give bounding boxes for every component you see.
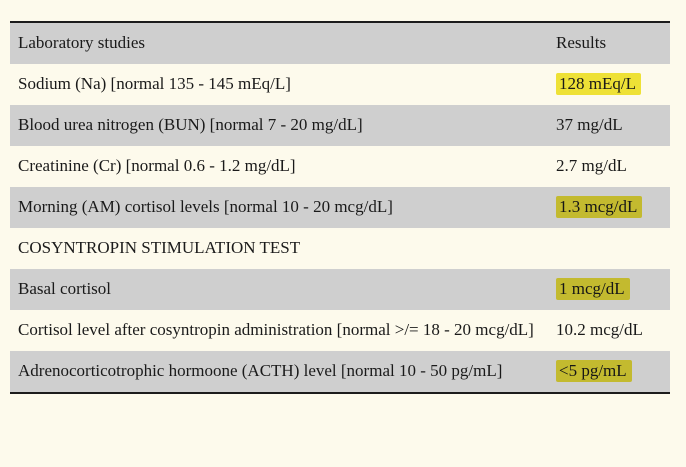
- lab-study-label: Basal cortisol: [18, 279, 112, 298]
- lab-study-label: Morning (AM) cortisol levels [normal 10 …: [18, 197, 393, 216]
- lab-study-label: Sodium (Na) [normal 135 - 145 mEq/L]: [18, 74, 291, 93]
- table-row: COSYNTROPIN STIMULATION TEST: [10, 228, 670, 269]
- table-row: Morning (AM) cortisol levels [normal 10 …: [10, 187, 670, 228]
- table-row: Adrenocorticotrophic hormoone (ACTH) lev…: [10, 351, 670, 393]
- result-cell: 1 mcg/dL: [548, 269, 670, 310]
- lab-study-label: Creatinine (Cr) [normal 0.6 - 1.2 mg/dL]: [18, 156, 296, 175]
- table-row: Basal cortisol 1 mcg/dL: [10, 269, 670, 310]
- lab-study-label: Blood urea nitrogen (BUN) [normal 7 - 20…: [18, 115, 363, 134]
- result-cell: [548, 228, 670, 269]
- column-header-results: Results: [556, 33, 607, 52]
- lab-results-table: Laboratory studies Results Sodium (Na) […: [10, 21, 670, 394]
- result-cell: 2.7 mg/dL: [548, 146, 670, 187]
- result-value: 37 mg/dL: [556, 115, 623, 134]
- result-cell: 37 mg/dL: [548, 105, 670, 146]
- result-highlight: 128 mEq/L: [556, 73, 641, 95]
- lab-study-label: COSYNTROPIN STIMULATION TEST: [18, 238, 301, 257]
- result-cell: 128 mEq/L: [548, 64, 670, 105]
- table-row: Cortisol level after cosyntropin adminis…: [10, 310, 670, 351]
- result-cell: 1.3 mcg/dL: [548, 187, 670, 228]
- table-header-row: Laboratory studies Results: [10, 22, 670, 64]
- table-row: Blood urea nitrogen (BUN) [normal 7 - 20…: [10, 105, 670, 146]
- result-highlight: <5 pg/mL: [556, 360, 632, 382]
- column-header-studies: Laboratory studies: [18, 33, 145, 52]
- lab-study-label: Adrenocorticotrophic hormoone (ACTH) lev…: [18, 361, 503, 380]
- result-highlight: 1 mcg/dL: [556, 278, 630, 300]
- lab-study-label: Cortisol level after cosyntropin adminis…: [18, 320, 534, 339]
- result-highlight: 1.3 mcg/dL: [556, 196, 643, 218]
- table-row: Sodium (Na) [normal 135 - 145 mEq/L] 128…: [10, 64, 670, 105]
- table-row: Creatinine (Cr) [normal 0.6 - 1.2 mg/dL]…: [10, 146, 670, 187]
- result-cell: <5 pg/mL: [548, 351, 670, 393]
- result-value: 10.2 mcg/dL: [556, 320, 643, 339]
- result-value: 2.7 mg/dL: [556, 156, 627, 175]
- result-cell: 10.2 mcg/dL: [548, 310, 670, 351]
